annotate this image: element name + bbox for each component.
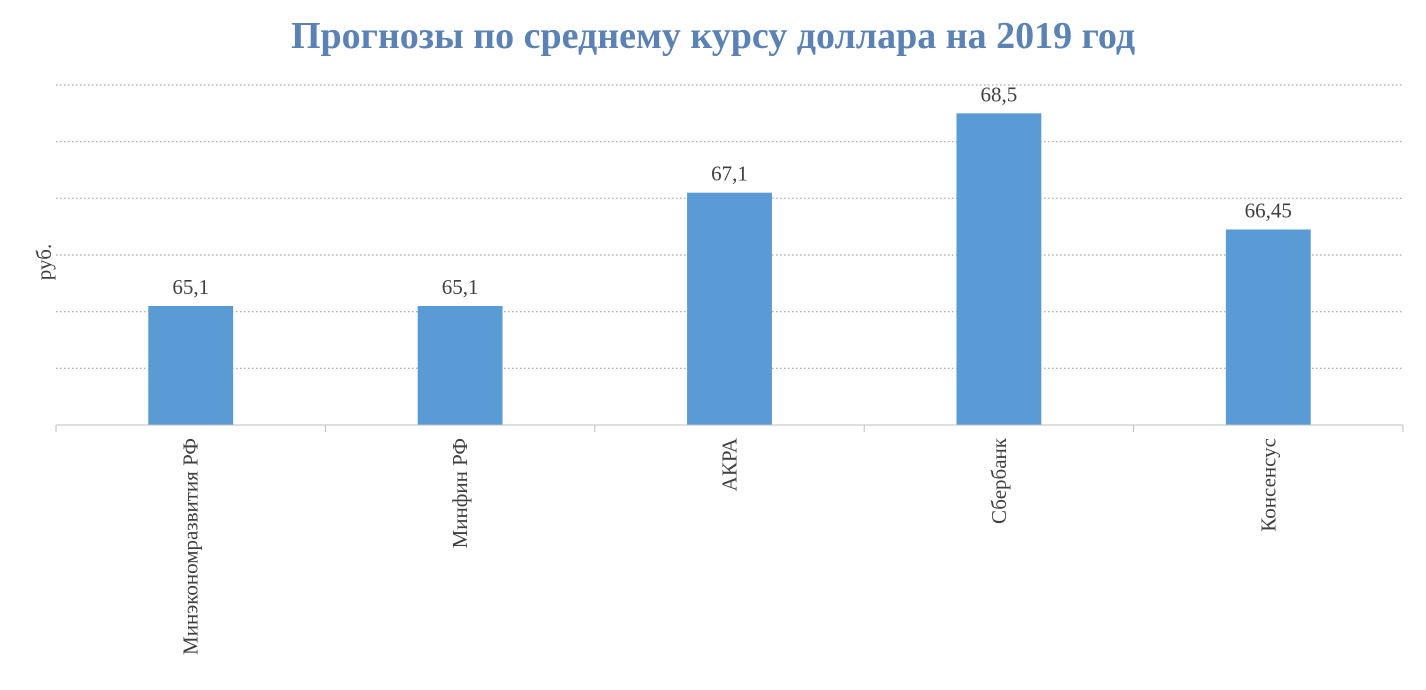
bar-2: [417, 306, 503, 425]
data-label: 67,1: [711, 162, 748, 186]
bar-5: [1225, 229, 1311, 425]
data-labels: 65,1 65,1 67,1 68,5 66,45: [172, 82, 1292, 299]
bar-4: [956, 113, 1042, 425]
y-axis-label: руб.: [32, 244, 56, 280]
bars: [148, 113, 1311, 425]
data-label: 65,1: [172, 275, 209, 299]
category-label: Минэкономразвития РФ: [179, 438, 203, 655]
data-label: 66,45: [1245, 199, 1292, 223]
category-label: Минфин РФ: [448, 438, 472, 548]
category-labels: Минэкономразвития РФ Минфин РФ АКРА Сбербан…: [179, 437, 1281, 655]
chart-title: Прогнозы по среднему курсу доллара на 20…: [290, 15, 1136, 57]
data-label: 68,5: [981, 82, 1018, 106]
category-label: Консенсус: [1256, 438, 1280, 532]
x-axis: [55, 424, 1404, 432]
data-label: 65,1: [442, 275, 479, 299]
bar-3: [687, 192, 772, 425]
category-label: Сбербанк: [987, 437, 1011, 524]
bar-1: [148, 306, 234, 425]
category-label: АКРА: [718, 437, 742, 491]
